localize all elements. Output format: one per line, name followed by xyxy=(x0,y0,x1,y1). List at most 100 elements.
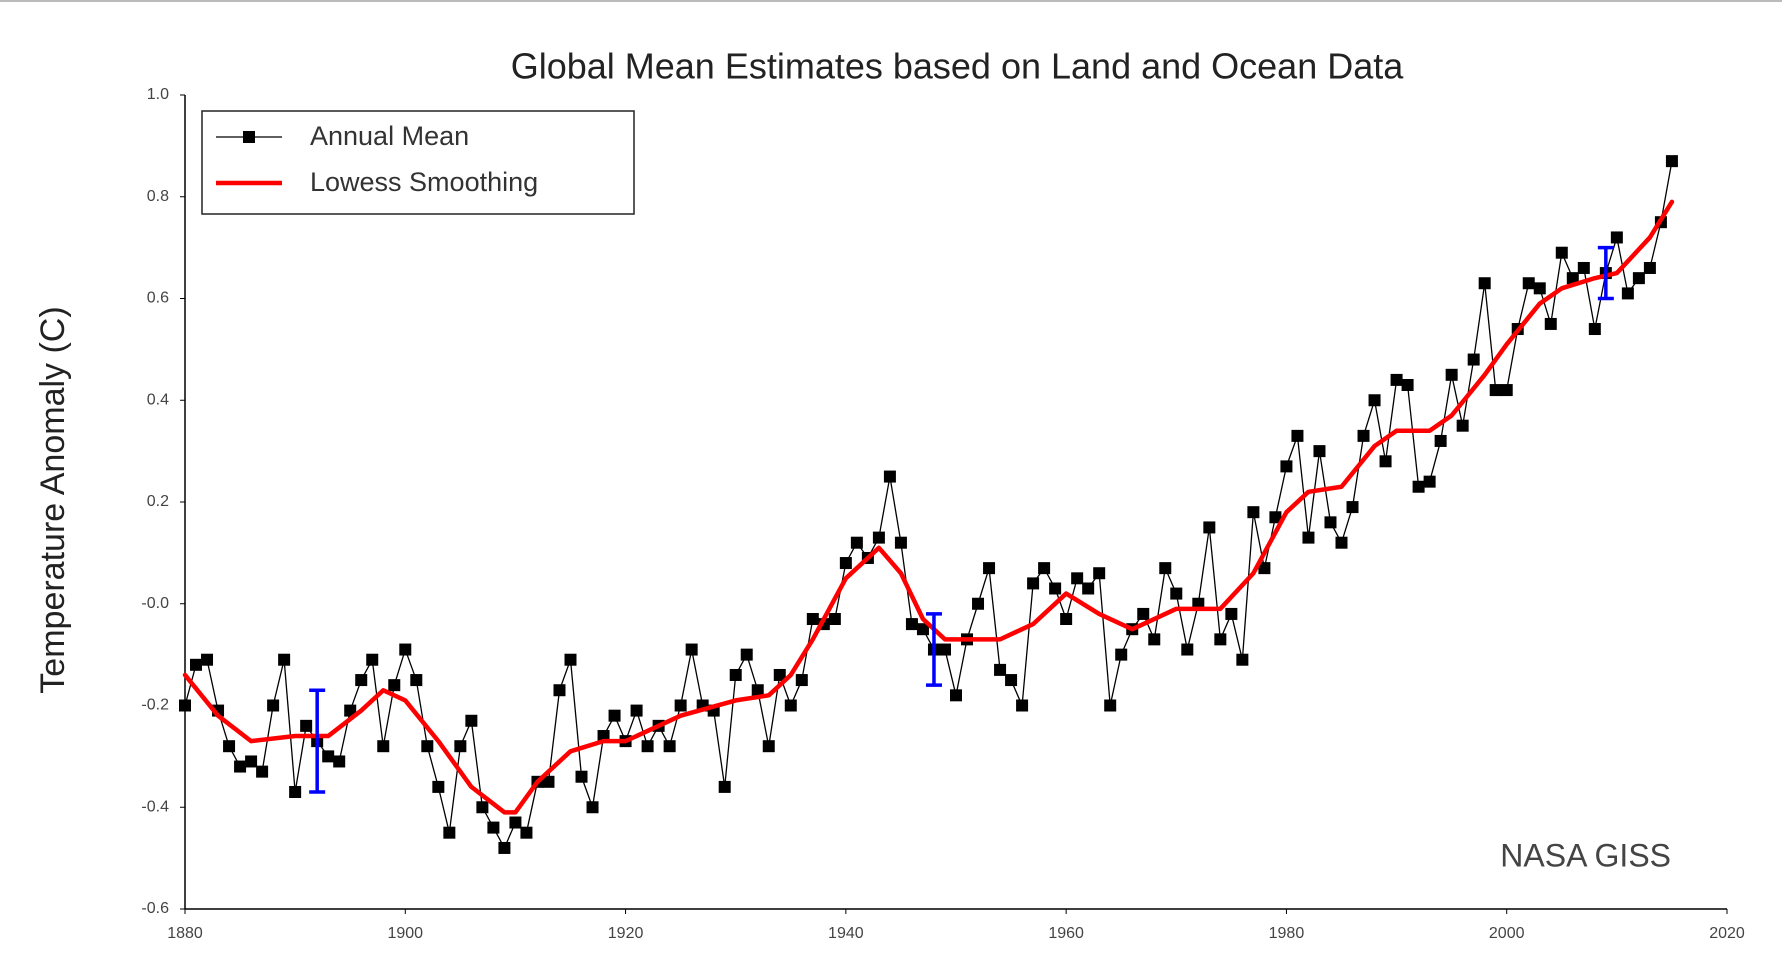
data-point xyxy=(1489,384,1502,397)
legend-box xyxy=(201,110,635,215)
data-point xyxy=(630,704,643,717)
data-point xyxy=(1456,419,1469,432)
y-tick-label: 0.6 xyxy=(147,290,169,307)
data-point xyxy=(674,699,687,712)
data-point xyxy=(972,597,985,610)
data-point xyxy=(256,765,269,778)
x-tick-label: 1940 xyxy=(828,925,864,942)
data-point xyxy=(872,531,885,544)
data-point xyxy=(1104,699,1117,712)
data-point xyxy=(905,618,918,631)
data-point xyxy=(487,821,500,834)
error-bar xyxy=(925,612,942,687)
x-tick-label: 2000 xyxy=(1489,925,1525,942)
data-point xyxy=(1368,394,1381,407)
data-point xyxy=(498,841,511,854)
data-point xyxy=(784,699,797,712)
data-point xyxy=(773,668,786,681)
data-point xyxy=(685,643,698,656)
data-point xyxy=(476,801,489,814)
data-point xyxy=(278,653,291,666)
error-bar xyxy=(1597,245,1614,301)
data-point xyxy=(839,557,852,570)
data-point xyxy=(1566,272,1579,285)
data-point xyxy=(1225,607,1238,620)
data-point xyxy=(1313,445,1326,458)
legend-label: Lowess Smoothing xyxy=(310,167,538,197)
data-point xyxy=(1214,633,1227,646)
data-point xyxy=(1269,511,1282,524)
y-tick-label: 1.0 xyxy=(147,86,169,103)
data-point xyxy=(1038,562,1051,575)
data-point xyxy=(751,684,764,697)
data-point xyxy=(1115,648,1128,661)
data-point xyxy=(1236,653,1249,666)
data-point xyxy=(1159,562,1172,575)
y-tick-label: -0.6 xyxy=(141,900,169,917)
data-point xyxy=(399,643,412,656)
data-point xyxy=(1621,287,1634,300)
data-point xyxy=(850,536,863,549)
data-point xyxy=(179,699,191,712)
y-axis-label: Temperature Anomaly (C) xyxy=(34,306,72,693)
y-tick-label: 0.4 xyxy=(147,391,169,408)
data-point xyxy=(509,816,522,829)
data-point xyxy=(190,658,203,671)
data-point xyxy=(1093,567,1106,580)
data-point xyxy=(916,623,929,636)
x-tick-label: 1880 xyxy=(167,925,203,942)
data-point xyxy=(443,826,456,839)
data-point xyxy=(950,689,962,702)
data-point xyxy=(795,674,808,687)
data-point xyxy=(1533,282,1546,295)
data-point xyxy=(1170,587,1183,600)
data-point xyxy=(938,643,951,656)
data-point xyxy=(333,755,346,768)
y-tick-label: 0.8 xyxy=(147,188,169,205)
data-point xyxy=(740,648,753,661)
series-line xyxy=(182,199,1675,815)
data-point xyxy=(1610,231,1623,244)
data-point xyxy=(1324,516,1337,529)
data-point xyxy=(1291,429,1304,442)
data-point xyxy=(729,668,742,681)
data-point xyxy=(1500,384,1513,397)
data-point xyxy=(1478,277,1491,290)
chart-title: Global Mean Estimates based on Land and … xyxy=(511,46,1405,87)
data-point xyxy=(553,684,566,697)
data-point xyxy=(542,775,555,788)
data-point xyxy=(1346,501,1359,514)
data-point xyxy=(1555,246,1568,259)
data-point xyxy=(1467,353,1480,366)
data-point xyxy=(1434,434,1447,447)
data-point xyxy=(1401,378,1414,391)
data-point xyxy=(1258,562,1271,575)
data-point xyxy=(388,679,401,692)
data-point xyxy=(245,755,258,768)
data-point xyxy=(1665,155,1678,168)
data-point xyxy=(608,709,621,722)
data-point xyxy=(366,653,379,666)
data-point xyxy=(1082,582,1095,595)
data-point xyxy=(322,750,335,763)
series-line xyxy=(184,160,1673,849)
data-point xyxy=(1005,674,1018,687)
data-point xyxy=(234,760,247,773)
data-point xyxy=(1357,429,1370,442)
data-point xyxy=(1060,613,1073,626)
data-point xyxy=(1280,460,1293,473)
data-point xyxy=(883,470,896,483)
x-tick-label: 1980 xyxy=(1269,925,1305,942)
data-point xyxy=(1137,607,1150,620)
data-point xyxy=(1247,506,1260,519)
data-point xyxy=(1445,368,1458,381)
data-point xyxy=(806,613,819,626)
y-tick-label: -0.0 xyxy=(141,595,169,612)
y-tick-label: -0.2 xyxy=(141,697,169,714)
data-point xyxy=(1412,480,1425,493)
data-point xyxy=(432,780,445,793)
data-point xyxy=(1588,323,1601,336)
data-point xyxy=(267,699,280,712)
data-point xyxy=(1335,536,1348,549)
